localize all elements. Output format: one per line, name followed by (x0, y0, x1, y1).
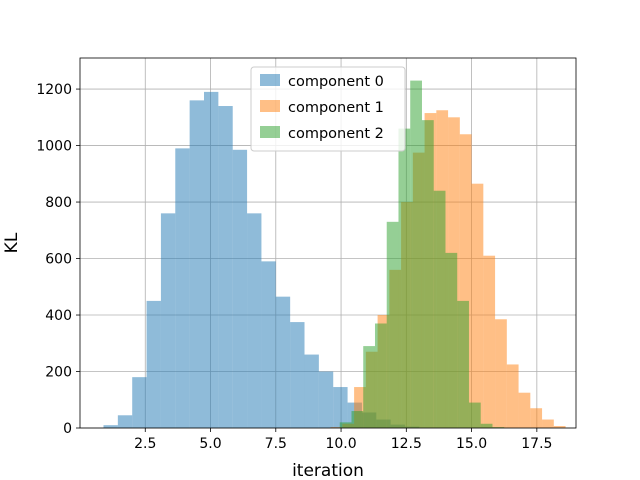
series-0-bars (103, 91, 420, 429)
histogram-bar (204, 91, 219, 428)
histogram-bar (290, 322, 305, 428)
y-axis-ticks: 0 200 400 600 800 1000 1200 (36, 82, 80, 437)
bars (103, 80, 566, 429)
histogram-bar (433, 190, 446, 428)
histogram-bar (146, 300, 161, 428)
histogram-bar (160, 213, 176, 428)
histogram-bar (553, 426, 566, 428)
x-tick-label: 5.0 (199, 436, 221, 452)
histogram-bar (218, 106, 233, 429)
legend: component 0 component 1 component 2 (250, 66, 406, 152)
histogram-bar (386, 221, 399, 428)
histogram-bar (318, 371, 334, 428)
x-tick-label: 7.5 (265, 436, 287, 452)
histogram-bar (492, 427, 505, 428)
histogram-bar (445, 252, 458, 428)
x-tick-label: 12.5 (391, 436, 422, 452)
series-2-bars (339, 80, 505, 429)
histogram-bar (457, 300, 469, 428)
histogram-bar (518, 392, 531, 428)
y-tick-label: 0 (63, 421, 72, 437)
histogram-bar (506, 364, 519, 428)
y-tick-label: 1000 (36, 139, 72, 155)
histogram-bar (542, 419, 554, 428)
histogram-bar (363, 346, 375, 428)
histogram-bar (261, 261, 276, 428)
x-axis-label: iteration (292, 461, 364, 480)
histogram-bar (339, 422, 352, 428)
histogram-bar (117, 415, 133, 428)
y-tick-label: 200 (45, 365, 72, 381)
histogram-bar (232, 149, 248, 429)
histogram-bar (330, 427, 343, 428)
histogram-bar (103, 425, 118, 428)
histogram-bar (410, 80, 422, 428)
histogram-bar (530, 408, 543, 428)
x-tick-label: 10.0 (325, 436, 356, 452)
histogram-bar (468, 402, 481, 428)
histogram-bar (247, 213, 262, 428)
legend-swatch (260, 126, 280, 138)
histogram-bar (132, 377, 147, 428)
y-tick-label: 600 (45, 252, 72, 268)
histogram-bar (480, 423, 493, 428)
legend-label: component 1 (288, 100, 384, 116)
plot-frame (79, 57, 577, 429)
legend-swatch (260, 100, 280, 112)
histogram-bar (459, 134, 472, 429)
histogram-bar (483, 255, 496, 428)
legend-swatch (260, 74, 280, 86)
histogram-bar (354, 387, 366, 428)
legend-label: component 0 (288, 74, 384, 90)
histogram-bar (351, 411, 364, 428)
y-tick-label: 400 (45, 308, 72, 324)
histogram-bar (333, 387, 348, 428)
histogram-bar (374, 323, 387, 428)
y-tick-label: 800 (45, 195, 72, 211)
y-axis-label: KL (2, 232, 22, 253)
histogram-bar (495, 319, 507, 428)
histogram-bar (175, 148, 190, 428)
histogram-bar (275, 296, 291, 428)
legend-label: component 2 (288, 126, 384, 142)
x-tick-label: 2.5 (134, 436, 156, 452)
histogram-bar (398, 128, 411, 428)
x-tick-label: 15.0 (456, 436, 487, 452)
legend-frame (250, 66, 406, 152)
histogram-bar (304, 354, 319, 428)
histogram-bar (421, 120, 434, 429)
histogram-bar (189, 100, 204, 429)
y-tick-label: 1200 (36, 82, 72, 98)
histogram-bar (471, 183, 484, 428)
x-axis-ticks: 2.5 5.0 7.5 10.0 12.5 15.0 17.5 (134, 428, 552, 452)
x-tick-label: 17.5 (521, 436, 552, 452)
